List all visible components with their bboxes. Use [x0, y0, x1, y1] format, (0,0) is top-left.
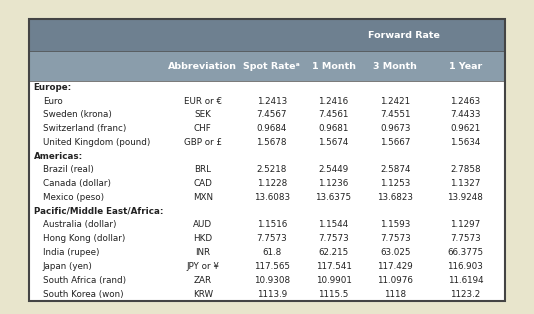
Text: 1 Year: 1 Year	[449, 62, 482, 71]
Text: AUD: AUD	[193, 220, 213, 229]
Text: 1.1544: 1.1544	[318, 220, 349, 229]
Text: JPY or ¥: JPY or ¥	[186, 262, 219, 271]
Text: BRL: BRL	[194, 165, 211, 174]
Text: MXN: MXN	[193, 193, 213, 202]
Text: SEK: SEK	[194, 111, 211, 119]
Text: 117.565: 117.565	[254, 262, 290, 271]
Text: 11.6194: 11.6194	[447, 276, 483, 285]
Bar	[29, 19, 505, 51]
Text: 62.215: 62.215	[318, 248, 349, 257]
Text: 117.429: 117.429	[378, 262, 413, 271]
Text: Switzerland (franc): Switzerland (franc)	[43, 124, 126, 133]
Text: 1118: 1118	[384, 290, 406, 299]
Text: 7.4561: 7.4561	[318, 111, 349, 119]
Text: 1.2413: 1.2413	[257, 96, 287, 106]
Text: 1.2416: 1.2416	[318, 96, 349, 106]
Text: 66.3775: 66.3775	[447, 248, 483, 257]
Text: CAD: CAD	[193, 179, 213, 188]
Text: Abbreviation: Abbreviation	[168, 62, 237, 71]
Text: 13.6823: 13.6823	[378, 193, 413, 202]
Text: India (rupee): India (rupee)	[43, 248, 99, 257]
Text: EUR or €: EUR or €	[184, 96, 222, 106]
Text: HKD: HKD	[193, 234, 213, 243]
Text: 1.1516: 1.1516	[257, 220, 287, 229]
Text: Japan (yen): Japan (yen)	[43, 262, 92, 271]
Bar	[29, 51, 505, 81]
Text: 3 Month: 3 Month	[373, 62, 417, 71]
Text: South Africa (rand): South Africa (rand)	[43, 276, 126, 285]
Text: 1.5678: 1.5678	[256, 138, 287, 147]
Text: 63.025: 63.025	[380, 248, 411, 257]
Text: 7.7573: 7.7573	[256, 234, 287, 243]
Text: 1.1228: 1.1228	[257, 179, 287, 188]
Text: South Korea (won): South Korea (won)	[43, 290, 123, 299]
Bar	[29, 19, 505, 301]
Text: 61.8: 61.8	[262, 248, 281, 257]
Text: 1.2421: 1.2421	[380, 96, 411, 106]
Bar	[29, 19, 505, 301]
Text: Hong Kong (dollar): Hong Kong (dollar)	[43, 234, 125, 243]
Text: Sweden (krona): Sweden (krona)	[43, 111, 112, 119]
Text: 2.5449: 2.5449	[318, 165, 349, 174]
Text: Canada (dollar): Canada (dollar)	[43, 179, 111, 188]
Text: 1.5634: 1.5634	[450, 138, 481, 147]
Text: Mexico (peso): Mexico (peso)	[43, 193, 104, 202]
Text: 1113.9: 1113.9	[257, 290, 287, 299]
Text: 1123.2: 1123.2	[450, 290, 481, 299]
Text: 2.5874: 2.5874	[380, 165, 411, 174]
Text: 7.7573: 7.7573	[450, 234, 481, 243]
Text: 1.5674: 1.5674	[318, 138, 349, 147]
Text: 117.541: 117.541	[316, 262, 351, 271]
Text: 116.903: 116.903	[447, 262, 483, 271]
Text: 0.9673: 0.9673	[380, 124, 411, 133]
Text: 7.4567: 7.4567	[256, 111, 287, 119]
Text: 0.9621: 0.9621	[450, 124, 481, 133]
Text: 1.1236: 1.1236	[318, 179, 349, 188]
Text: 1.1593: 1.1593	[380, 220, 411, 229]
Text: Europe:: Europe:	[34, 83, 72, 92]
Text: Spot Rateᵃ: Spot Rateᵃ	[244, 62, 300, 71]
Text: 2.7858: 2.7858	[450, 165, 481, 174]
Text: 13.9248: 13.9248	[447, 193, 483, 202]
Text: 1.5667: 1.5667	[380, 138, 411, 147]
Text: 10.9901: 10.9901	[316, 276, 351, 285]
Text: 1.2463: 1.2463	[450, 96, 481, 106]
Text: 1.1327: 1.1327	[450, 179, 481, 188]
Text: 1115.5: 1115.5	[318, 290, 349, 299]
Text: ZAR: ZAR	[194, 276, 212, 285]
Text: 0.9684: 0.9684	[256, 124, 287, 133]
Text: 1 Month: 1 Month	[311, 62, 356, 71]
Text: KRW: KRW	[193, 290, 213, 299]
Text: Euro: Euro	[43, 96, 62, 106]
Text: 7.4551: 7.4551	[380, 111, 411, 119]
Text: Forward Rate: Forward Rate	[368, 30, 439, 40]
Text: Pacific/Middle East/Africa:: Pacific/Middle East/Africa:	[34, 207, 163, 216]
Text: Americas:: Americas:	[34, 152, 83, 161]
Text: 13.6083: 13.6083	[254, 193, 290, 202]
Text: 1.1253: 1.1253	[380, 179, 411, 188]
Text: INR: INR	[195, 248, 210, 257]
Text: 0.9681: 0.9681	[318, 124, 349, 133]
Text: GBP or £: GBP or £	[184, 138, 222, 147]
Text: 10.9308: 10.9308	[254, 276, 290, 285]
Text: 2.5218: 2.5218	[256, 165, 287, 174]
Text: Australia (dollar): Australia (dollar)	[43, 220, 116, 229]
Text: 7.4433: 7.4433	[450, 111, 481, 119]
Text: Brazil (real): Brazil (real)	[43, 165, 93, 174]
Text: 7.7573: 7.7573	[380, 234, 411, 243]
Text: 7.7573: 7.7573	[318, 234, 349, 243]
Text: CHF: CHF	[194, 124, 211, 133]
Text: 11.0976: 11.0976	[378, 276, 413, 285]
Text: 13.6375: 13.6375	[316, 193, 351, 202]
Text: 1.1297: 1.1297	[450, 220, 481, 229]
Text: United Kingdom (pound): United Kingdom (pound)	[43, 138, 150, 147]
